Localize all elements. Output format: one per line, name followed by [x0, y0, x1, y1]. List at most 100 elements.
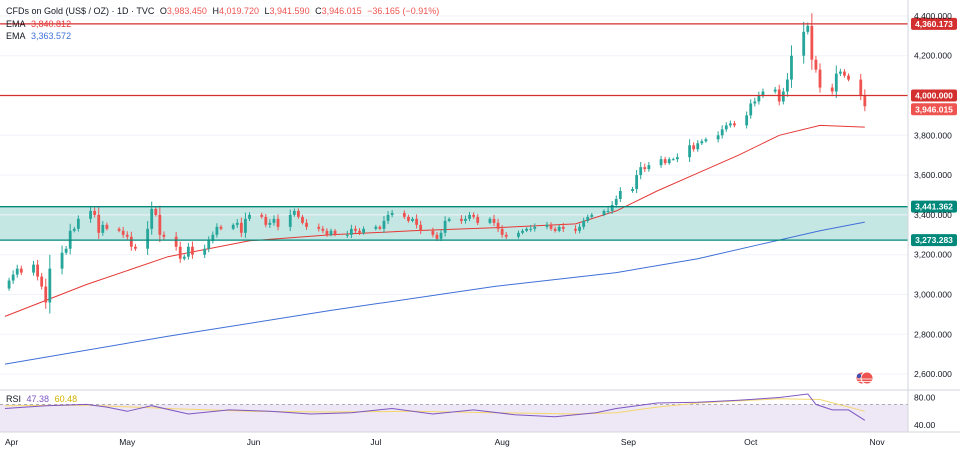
- candle: [488, 217, 492, 225]
- candle: [521, 228, 524, 235]
- candle: [317, 223, 321, 232]
- ema1-label: EMA: [6, 19, 26, 29]
- low-value: 3,941.590: [269, 6, 310, 16]
- range-zone-layer: [0, 206, 908, 241]
- candle-body: [101, 224, 105, 233]
- candle-body: [134, 246, 137, 249]
- candle-body: [439, 232, 443, 239]
- candle: [174, 231, 178, 251]
- candle-body: [476, 216, 480, 223]
- candle-body: [345, 234, 349, 236]
- candle-body: [525, 228, 528, 231]
- symbol-header: CFDs on Gold (US$ / OZ) · 1D · TVC O3,98…: [6, 6, 442, 17]
- candle: [288, 209, 292, 232]
- close-label: C: [315, 6, 322, 16]
- candle-body: [186, 246, 190, 257]
- candle-body: [407, 216, 410, 221]
- candle: [272, 215, 276, 226]
- candle: [843, 69, 846, 78]
- candle-body: [301, 216, 304, 223]
- candle: [231, 223, 235, 231]
- candle-body: [659, 159, 663, 166]
- candle: [40, 272, 44, 290]
- candle: [667, 157, 671, 165]
- candle: [659, 155, 663, 168]
- candle: [720, 125, 724, 139]
- candle-body: [704, 139, 708, 142]
- rsi-legend[interactable]: RSI 47.38 60.48: [6, 394, 80, 405]
- candle: [582, 217, 586, 230]
- level-tag: [911, 200, 957, 213]
- candle: [44, 278, 48, 309]
- time-tick-label: Jun: [247, 437, 261, 447]
- candle: [688, 139, 691, 162]
- candle-body: [818, 69, 822, 88]
- candle: [349, 224, 353, 239]
- candle: [48, 254, 52, 314]
- candle: [525, 227, 528, 233]
- candle-body: [117, 228, 121, 231]
- candle: [321, 225, 325, 234]
- candle-body: [129, 236, 133, 247]
- candle-body: [305, 222, 308, 227]
- candle-body: [325, 230, 329, 235]
- open-label: O: [159, 6, 167, 16]
- price-tick-label: 3,400.000: [914, 210, 952, 220]
- candle-body: [146, 228, 150, 249]
- candle: [378, 225, 382, 231]
- candle: [15, 264, 19, 278]
- ema-lines: [4, 124, 865, 365]
- candle-body: [500, 228, 504, 235]
- ema1-legend[interactable]: EMA 3,840.812: [6, 19, 74, 30]
- candle: [533, 223, 537, 232]
- candle: [635, 170, 639, 194]
- candle: [129, 231, 133, 251]
- candle-body: [97, 214, 101, 233]
- symbol-title[interactable]: CFDs on Gold (US$ / OZ) · 1D · TVC: [6, 6, 155, 16]
- candle-body: [150, 208, 154, 229]
- time-tick-label: May: [119, 437, 136, 447]
- candle: [464, 215, 467, 224]
- candle: [500, 225, 504, 238]
- us-flag-icon[interactable]: [855, 371, 874, 385]
- candle-body: [105, 224, 109, 229]
- candle-body: [411, 218, 414, 221]
- candle-body: [843, 71, 846, 76]
- candle: [362, 226, 365, 235]
- candle: [602, 209, 606, 217]
- candle: [639, 161, 643, 180]
- ema2-legend[interactable]: EMA 3,363.572: [6, 31, 74, 42]
- level-tag-label: 4,000.000: [915, 91, 953, 101]
- candle: [297, 208, 300, 219]
- candle: [834, 65, 838, 98]
- candle-body: [663, 159, 667, 164]
- high-label: H: [212, 6, 219, 16]
- candle-body: [561, 226, 565, 229]
- level-tag: [911, 89, 957, 102]
- candle-body: [582, 220, 586, 227]
- candle: [390, 209, 394, 218]
- low-label: L: [264, 6, 270, 16]
- candle-body: [464, 218, 467, 221]
- candle: [325, 228, 329, 237]
- candle-body: [89, 210, 92, 219]
- candle: [60, 245, 64, 275]
- candle: [431, 227, 435, 238]
- level-tag: [911, 234, 957, 247]
- candle: [814, 55, 818, 73]
- candle: [586, 214, 590, 223]
- candle-body: [174, 236, 178, 247]
- level-tag-label: 3,441.362: [915, 202, 953, 212]
- close-value: 3,946.015: [321, 6, 362, 16]
- price-tick-label: 4,400.000: [914, 11, 952, 21]
- rsi-ma-line: [4, 398, 865, 415]
- candle: [838, 68, 842, 77]
- candle: [162, 231, 166, 240]
- candle-body: [745, 115, 749, 126]
- candle-body: [76, 218, 80, 229]
- candle-body: [549, 224, 553, 229]
- candle: [105, 222, 109, 231]
- candle-body: [215, 226, 219, 235]
- candle-body: [671, 159, 675, 161]
- ema2-label: EMA: [6, 31, 26, 41]
